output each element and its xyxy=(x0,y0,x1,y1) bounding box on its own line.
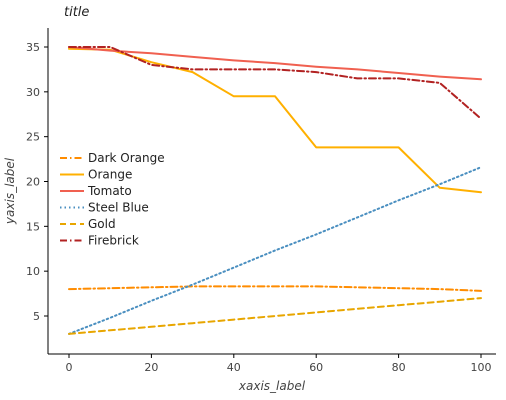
y-tick-label: 5 xyxy=(33,310,40,323)
legend: Dark Orange Orange Tomato Steel Blue Gold Fir… xyxy=(60,151,165,248)
y-tick-label: 15 xyxy=(26,220,40,233)
series-line-dark-orange xyxy=(68,285,482,292)
y-tick-label: 35 xyxy=(26,41,40,54)
x-tick-label: 20 xyxy=(144,361,158,374)
legend-label: Orange xyxy=(88,168,132,182)
legend-label: Steel Blue xyxy=(88,201,149,215)
y-ticks: 5 10 15 20 25 30 35 xyxy=(26,41,48,323)
chart-title: title xyxy=(64,5,89,20)
x-tick-label: 0 xyxy=(66,361,73,374)
y-tick-label: 20 xyxy=(26,176,40,189)
series-line-firebrick xyxy=(68,46,482,120)
legend-label: Tomato xyxy=(87,184,132,198)
x-ticks: 0 20 40 60 80 100 xyxy=(66,354,492,374)
legend-label: Dark Orange xyxy=(88,151,165,165)
x-axis-title: xaxis_label xyxy=(238,379,306,393)
series-line-gold xyxy=(68,297,482,335)
y-axis-title: yaxis_label xyxy=(3,157,17,225)
y-tick-label: 10 xyxy=(26,265,40,278)
x-tick-label: 80 xyxy=(392,361,406,374)
y-tick-label: 25 xyxy=(26,131,40,144)
x-tick-label: 60 xyxy=(309,361,323,374)
x-tick-label: 40 xyxy=(227,361,241,374)
series-line-steel-blue xyxy=(68,166,482,335)
x-tick-label: 100 xyxy=(471,361,492,374)
series-layer xyxy=(68,46,482,335)
legend-label: Firebrick xyxy=(88,234,139,248)
y-tick-label: 30 xyxy=(26,86,40,99)
series-line-orange xyxy=(68,47,482,194)
series-line-tomato xyxy=(68,46,482,81)
legend-label: Gold xyxy=(88,217,116,231)
axes xyxy=(47,28,496,355)
